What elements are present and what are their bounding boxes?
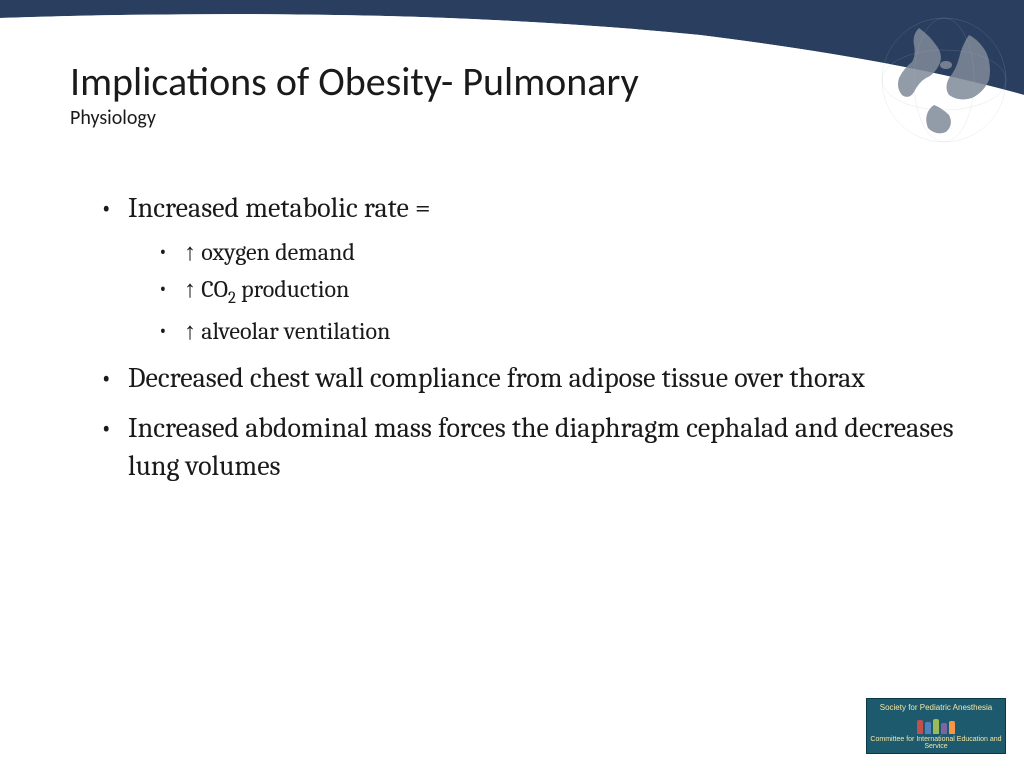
slide-body: Increased metabolic rate = ↑ oxygen dema…	[70, 190, 954, 486]
up-arrow-icon: ↑	[184, 276, 196, 303]
bullet-text: Increased metabolic rate =	[128, 192, 431, 224]
bullet-text: alveolar ventilation	[201, 317, 390, 345]
bullet-text: Decreased chest wall compliance from adi…	[128, 362, 865, 394]
bullet-level1: Decreased chest wall compliance from adi…	[100, 360, 954, 398]
footer-org-logo: Society for Pediatric Anesthesia Committ…	[866, 698, 1006, 754]
slide-title: Implications of Obesity- Pulmonary	[70, 60, 954, 104]
bullet-level1: Increased abdominal mass forces the diap…	[100, 410, 954, 486]
bullet-text: Increased abdominal mass forces the diap…	[128, 412, 954, 482]
footer-figures-icon	[883, 716, 989, 734]
footer-org-name: Society for Pediatric Anesthesia	[880, 703, 993, 712]
bullet-text: CO2 production	[201, 275, 349, 303]
up-arrow-icon: ↑	[184, 239, 196, 266]
bullet-level2: ↑ oxygen demand	[158, 236, 954, 270]
slide-subtitle: Physiology	[70, 106, 954, 130]
up-arrow-icon: ↑	[184, 318, 196, 345]
bullet-text: oxygen demand	[201, 238, 355, 266]
bullet-level2: ↑ CO2 production	[158, 273, 954, 310]
bullet-level2: ↑ alveolar ventilation	[158, 315, 954, 349]
bullet-level1: Increased metabolic rate = ↑ oxygen dema…	[100, 190, 954, 348]
footer-tagline: Committee for International Education an…	[870, 736, 1002, 750]
